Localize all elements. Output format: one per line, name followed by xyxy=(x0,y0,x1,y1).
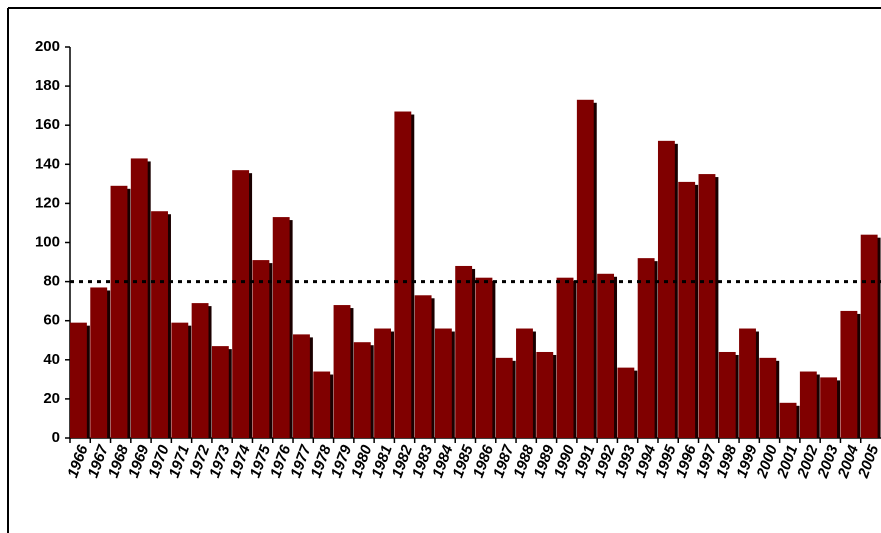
bar xyxy=(597,273,615,438)
y-tick-label: 180 xyxy=(35,77,60,94)
bar xyxy=(252,260,270,438)
bar xyxy=(110,185,128,438)
bar xyxy=(820,377,838,438)
bar xyxy=(171,322,189,438)
bar xyxy=(313,371,331,438)
bar xyxy=(495,357,513,438)
y-tick-label: 20 xyxy=(43,390,60,407)
y-tick-label: 200 xyxy=(35,38,60,55)
y-tick-label: 0 xyxy=(52,429,60,446)
bar xyxy=(455,265,473,438)
bar xyxy=(556,277,574,438)
bar xyxy=(779,402,797,438)
bar xyxy=(414,295,432,438)
y-tick-label: 80 xyxy=(43,273,60,290)
y-tick-label: 160 xyxy=(35,116,60,133)
bar xyxy=(353,342,371,438)
y-tick-label: 60 xyxy=(43,312,60,329)
bar xyxy=(293,334,310,438)
bar xyxy=(516,328,533,438)
bar xyxy=(576,99,594,438)
bar xyxy=(678,181,696,438)
bar xyxy=(475,277,493,438)
bar xyxy=(657,140,675,438)
bar xyxy=(617,367,635,438)
bar xyxy=(272,217,290,438)
y-tick-label: 140 xyxy=(35,155,60,172)
bar xyxy=(151,211,168,438)
bar xyxy=(333,305,351,438)
bar xyxy=(70,322,87,438)
bar xyxy=(211,346,229,438)
bar xyxy=(536,351,554,438)
bar xyxy=(698,174,716,438)
bar xyxy=(90,287,108,438)
bar xyxy=(799,371,817,438)
bar xyxy=(860,234,878,438)
bar xyxy=(739,328,756,438)
y-tick-label: 40 xyxy=(43,351,60,368)
bar xyxy=(232,170,250,439)
y-tick-label: 100 xyxy=(35,233,60,250)
bar xyxy=(434,328,452,438)
bar xyxy=(374,328,391,438)
y-tick-label: 120 xyxy=(35,194,60,211)
bar xyxy=(840,310,858,438)
bar xyxy=(759,357,777,438)
bar xyxy=(191,303,209,438)
bar xyxy=(718,351,736,438)
bar xyxy=(394,111,412,438)
bar xyxy=(130,158,148,438)
bar xyxy=(637,258,655,438)
